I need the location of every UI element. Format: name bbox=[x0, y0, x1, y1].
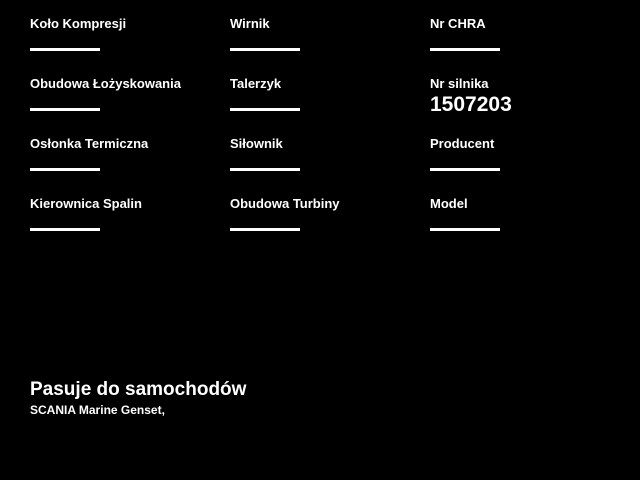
field-label: Talerzyk bbox=[230, 76, 282, 91]
field-label: Producent bbox=[430, 136, 495, 151]
field-label: Nr silnika bbox=[430, 76, 489, 91]
field-nr-silnika: Nr silnika 1507203 bbox=[430, 60, 630, 120]
compatibility-section: Pasuje do samochodów SCANIA Marine Gense… bbox=[30, 379, 246, 417]
compatibility-heading: Pasuje do samochodów bbox=[30, 379, 247, 400]
field-silownik: Siłownik bbox=[230, 120, 430, 180]
field-label: Wirnik bbox=[230, 16, 270, 31]
field-underline bbox=[30, 48, 100, 51]
field-obudowa-lozyskowania: Obudowa Łożyskowania bbox=[30, 60, 230, 120]
field-talerzyk: Talerzyk bbox=[230, 60, 430, 120]
parts-fields-grid: Koło Kompresji Wirnik Nr CHRA Obudowa Ło… bbox=[30, 0, 630, 240]
field-oslonka-termiczna: Osłonka Termiczna bbox=[30, 120, 230, 180]
field-underline bbox=[430, 228, 500, 231]
field-producent: Producent bbox=[430, 120, 630, 180]
field-underline bbox=[230, 168, 300, 171]
field-underline bbox=[230, 48, 300, 51]
field-label: Osłonka Termiczna bbox=[30, 136, 149, 151]
field-label: Obudowa Turbiny bbox=[230, 196, 340, 211]
field-underline bbox=[30, 168, 100, 171]
engine-number-value: 1507203 bbox=[430, 93, 512, 116]
field-underline bbox=[30, 108, 100, 111]
field-underline bbox=[230, 108, 300, 111]
compatibility-vehicles: SCANIA Marine Genset, bbox=[30, 403, 165, 417]
field-model: Model bbox=[430, 180, 630, 240]
field-wirnik: Wirnik bbox=[230, 0, 430, 60]
field-label: Model bbox=[430, 196, 468, 211]
field-kierownica-spalin: Kierownica Spalin bbox=[30, 180, 230, 240]
field-obudowa-turbiny: Obudowa Turbiny bbox=[230, 180, 430, 240]
field-underline bbox=[230, 228, 300, 231]
field-label: Siłownik bbox=[230, 136, 283, 151]
field-label: Kierownica Spalin bbox=[30, 196, 142, 211]
field-underline bbox=[30, 228, 100, 231]
field-nr-chra: Nr CHRA bbox=[430, 0, 630, 60]
field-label: Koło Kompresji bbox=[30, 16, 127, 31]
field-underline bbox=[430, 168, 500, 171]
field-underline bbox=[430, 48, 500, 51]
field-label: Obudowa Łożyskowania bbox=[30, 76, 181, 91]
field-label: Nr CHRA bbox=[430, 16, 486, 31]
field-kolo-kompresji: Koło Kompresji bbox=[30, 0, 230, 60]
